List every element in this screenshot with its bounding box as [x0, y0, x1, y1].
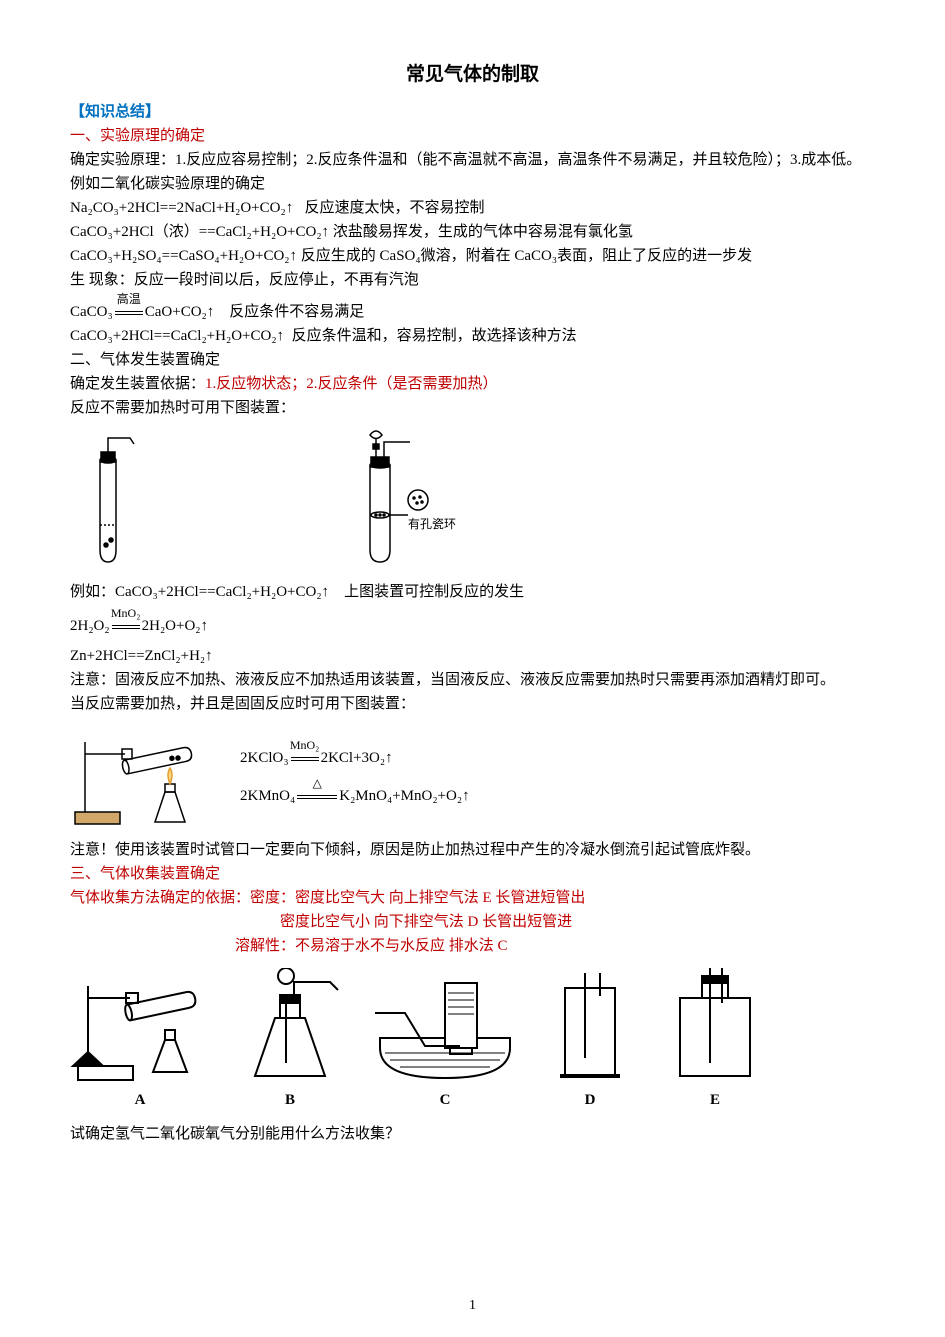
figure-label: E [660, 1088, 770, 1112]
section3-heading: 三、气体收集装置确定 [70, 862, 875, 886]
equation: 2H₂O₂MnO₂2H₂O+O₂↑ [70, 614, 875, 638]
highlight-text: 1.反应物状态；2.反应条件（是否需要加热） [205, 376, 498, 392]
equation-note: 反应生成的 CaSO₄微溶，附着在 CaCO₃表面，阻止了反应的进一步发 [301, 248, 752, 264]
equation: CaCO₃高温CaO+CO₂↑ 反应条件不容易满足 [70, 300, 875, 324]
equation-note: 反应条件温和，容易控制，故选择该种方法 [292, 328, 577, 344]
equation: 例如：CaCO₃+2HCl==CaCl₂+H₂O+CO₂↑ 上图装置可控制反应的… [70, 580, 875, 604]
highlight-text: 溶解性：不易溶于水不与水反应 排水法 C [70, 934, 875, 958]
equation: Zn+2HCl==ZnCl₂+H₂↑ [70, 644, 875, 668]
equation: CaCO₃+2HCl==CaCl₂+H₂O+CO₂↑ 反应条件温和，容易控制，故… [70, 324, 875, 348]
apparatus-a-figure: A [70, 968, 210, 1112]
summary-heading: 【知识总结】 [70, 100, 875, 124]
page-title: 常见气体的制取 [70, 60, 875, 90]
equation-note: 浓盐酸易挥发，生成的气体中容易混有氯化氢 [333, 224, 633, 240]
reaction-condition: MnO₂ [289, 736, 321, 755]
page-number: 1 [0, 1295, 945, 1317]
reaction-condition: MnO₂ [110, 604, 142, 623]
section1-heading: 一、实验原理的确定 [70, 124, 875, 148]
body-text: 例如二氧化碳实验原理的确定 [70, 172, 875, 196]
highlight-text: 密度比空气小 向下排空气法 D 长管出短管进 [70, 910, 875, 934]
apparatus-heated-figure [70, 722, 210, 832]
equation-text: Na₂CO₃+2HCl==2NaCl+H₂O+CO₂↑ [70, 200, 293, 216]
equation: Na₂CO₃+2HCl==2NaCl+H₂O+CO₂↑ 反应速度太快，不容易控制 [70, 196, 875, 220]
body-text: 确定实验原理：1.反应应容易控制；2.反应条件温和（能不高温就不高温，高温条件不… [70, 148, 875, 172]
section2-heading: 二、气体发生装置确定 [70, 348, 875, 372]
highlight-text: 气体收集方法确定的依据：密度：密度比空气大 向上排空气法 E 长管进短管出 [70, 886, 875, 910]
body-text: 注意：固液反应不加热、液液反应不加热适用该装置，当固液反应、液液反应需要加热时只… [70, 668, 875, 692]
equation-text: CaCO₃ [70, 304, 113, 320]
reaction-condition: 高温 [113, 290, 145, 309]
equation-text: 2H₂O+O₂↑ [142, 618, 208, 634]
equation-text: CaO+CO₂↑ [145, 304, 215, 320]
figure-label: C [370, 1088, 520, 1112]
figure-label: B [230, 1088, 350, 1112]
body-text: 当反应需要加热，并且是固固反应时可用下图装置： [70, 692, 875, 716]
apparatus-d-figure: D [540, 968, 640, 1112]
body-text: 试确定氢气二氧化碳氧气分别能用什么方法收集？ [70, 1122, 875, 1146]
figure-label: 有孔瓷环 [408, 517, 456, 531]
figure-label: D [540, 1088, 640, 1112]
figure-label: A [70, 1088, 210, 1112]
equation-note: 反应速度太快，不容易控制 [304, 200, 484, 216]
equation-text: 2KCl+3O₂↑ [321, 750, 393, 766]
equation: 2KClO₃MnO₂2KCl+3O₂↑ [240, 746, 470, 770]
body-text: 注意！使用该装置时试管口一定要向下倾斜，原因是防止加热过程中产生的冷凝水倒流引起… [70, 838, 875, 862]
equation-text: 例如：CaCO₃+2HCl==CaCl₂+H₂O+CO₂↑ [70, 584, 329, 600]
equation-text: CaCO₃+H₂SO₄==CaSO₄+H₂O+CO₂↑ [70, 248, 297, 264]
equation-note: 反应条件不容易满足 [229, 304, 364, 320]
body-text: 确定发生装置依据： [70, 376, 205, 392]
equation-text: CaCO₃+2HCl（浓）==CaCl₂+H₂O+CO₂↑ [70, 224, 329, 240]
equation-text: 2H₂O₂ [70, 618, 110, 634]
reaction-condition: △ [295, 774, 339, 793]
apparatus-b-figure: B [230, 968, 350, 1112]
body-text: 反应不需要加热时可用下图装置： [70, 396, 875, 420]
apparatus-e-figure: E [660, 968, 770, 1112]
equation: CaCO₃+2HCl（浓）==CaCl₂+H₂O+CO₂↑ 浓盐酸易挥发，生成的… [70, 220, 875, 244]
apparatus-tube2-figure: 有孔瓷环 [340, 430, 460, 570]
body-text: 生 现象：反应一段时间以后，反应停止，不再有汽泡 [70, 268, 875, 292]
equation-text: 2KClO₃ [240, 750, 289, 766]
equation-text: 2KMnO₄ [240, 788, 295, 804]
equation-text: K₂MnO₄+MnO₂+O₂↑ [339, 788, 469, 804]
apparatus-c-figure: C [370, 968, 520, 1112]
body-text: 确定发生装置依据：1.反应物状态；2.反应条件（是否需要加热） [70, 372, 875, 396]
equation: 2KMnO₄△K₂MnO₄+MnO₂+O₂↑ [240, 784, 470, 808]
equation-note: 上图装置可控制反应的发生 [344, 584, 524, 600]
equation-text: CaCO₃+2HCl==CaCl₂+H₂O+CO₂↑ [70, 328, 284, 344]
apparatus-tube1-figure [70, 430, 140, 570]
equation: CaCO₃+H₂SO₄==CaSO₄+H₂O+CO₂↑ 反应生成的 CaSO₄微… [70, 244, 875, 268]
